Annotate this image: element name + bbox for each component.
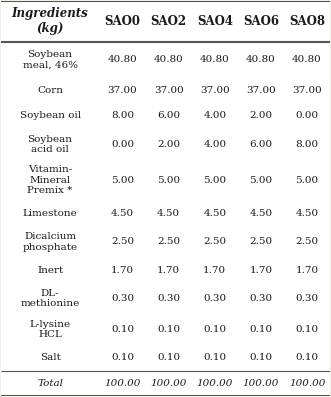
Text: 0.10: 0.10 bbox=[249, 353, 272, 362]
Text: 5.00: 5.00 bbox=[111, 176, 134, 185]
Text: SAO6: SAO6 bbox=[243, 15, 279, 28]
Text: 5.00: 5.00 bbox=[296, 176, 318, 185]
Text: SAO4: SAO4 bbox=[197, 15, 233, 28]
Text: 0.10: 0.10 bbox=[296, 353, 318, 362]
Text: 0.10: 0.10 bbox=[111, 325, 134, 334]
Text: 8.00: 8.00 bbox=[296, 140, 318, 149]
Text: 0.10: 0.10 bbox=[157, 353, 180, 362]
Text: 0.00: 0.00 bbox=[296, 112, 318, 120]
Text: Dicalcium
phosphate: Dicalcium phosphate bbox=[23, 232, 78, 252]
Text: 0.00: 0.00 bbox=[111, 140, 134, 149]
Text: Salt: Salt bbox=[40, 353, 61, 362]
Text: 100.00: 100.00 bbox=[104, 379, 141, 388]
Text: 40.80: 40.80 bbox=[246, 55, 276, 64]
Text: 40.80: 40.80 bbox=[154, 55, 184, 64]
Text: 4.50: 4.50 bbox=[111, 209, 134, 218]
Text: 0.30: 0.30 bbox=[111, 294, 134, 303]
Text: Soybean
acid oil: Soybean acid oil bbox=[27, 135, 72, 154]
Text: 2.50: 2.50 bbox=[249, 237, 272, 247]
Text: DL-
methionine: DL- methionine bbox=[21, 289, 80, 308]
Text: 1.70: 1.70 bbox=[111, 266, 134, 275]
Text: 2.50: 2.50 bbox=[157, 237, 180, 247]
Text: 1.70: 1.70 bbox=[203, 266, 226, 275]
Text: 6.00: 6.00 bbox=[157, 112, 180, 120]
Text: Ingredients
(kg): Ingredients (kg) bbox=[12, 7, 88, 35]
Text: 2.50: 2.50 bbox=[296, 237, 318, 247]
Text: 5.00: 5.00 bbox=[157, 176, 180, 185]
Text: 0.30: 0.30 bbox=[203, 294, 226, 303]
Text: 37.00: 37.00 bbox=[292, 86, 322, 95]
Text: 0.30: 0.30 bbox=[157, 294, 180, 303]
Text: 0.10: 0.10 bbox=[249, 325, 272, 334]
Text: SAO2: SAO2 bbox=[151, 15, 187, 28]
Text: 0.10: 0.10 bbox=[203, 353, 226, 362]
Text: Corn: Corn bbox=[37, 86, 63, 95]
Text: SAO8: SAO8 bbox=[289, 15, 325, 28]
Text: 100.00: 100.00 bbox=[197, 379, 233, 388]
Text: 2.50: 2.50 bbox=[111, 237, 134, 247]
Text: 4.50: 4.50 bbox=[249, 209, 272, 218]
Text: 1.70: 1.70 bbox=[296, 266, 318, 275]
Text: 5.00: 5.00 bbox=[249, 176, 272, 185]
Text: Total: Total bbox=[37, 379, 63, 388]
Text: 100.00: 100.00 bbox=[289, 379, 325, 388]
Text: 4.00: 4.00 bbox=[203, 140, 226, 149]
Text: 4.50: 4.50 bbox=[296, 209, 318, 218]
Text: 37.00: 37.00 bbox=[108, 86, 137, 95]
Text: 40.80: 40.80 bbox=[292, 55, 322, 64]
Text: 4.00: 4.00 bbox=[203, 112, 226, 120]
Text: 0.10: 0.10 bbox=[111, 353, 134, 362]
Text: 0.10: 0.10 bbox=[157, 325, 180, 334]
Text: 40.80: 40.80 bbox=[108, 55, 137, 64]
Text: 1.70: 1.70 bbox=[157, 266, 180, 275]
Text: Vitamin-
Mineral
Premix *: Vitamin- Mineral Premix * bbox=[27, 166, 73, 195]
Text: 6.00: 6.00 bbox=[249, 140, 272, 149]
Text: 5.00: 5.00 bbox=[203, 176, 226, 185]
Text: 0.10: 0.10 bbox=[296, 325, 318, 334]
Text: 37.00: 37.00 bbox=[200, 86, 230, 95]
Text: 8.00: 8.00 bbox=[111, 112, 134, 120]
Text: L-lysine
HCL: L-lysine HCL bbox=[29, 320, 71, 339]
Text: 100.00: 100.00 bbox=[243, 379, 279, 388]
Text: Limestone: Limestone bbox=[23, 209, 77, 218]
Text: 1.70: 1.70 bbox=[249, 266, 272, 275]
Text: 2.00: 2.00 bbox=[157, 140, 180, 149]
Text: SAO0: SAO0 bbox=[105, 15, 141, 28]
Text: Soybean oil: Soybean oil bbox=[20, 112, 81, 120]
Text: 100.00: 100.00 bbox=[151, 379, 187, 388]
Text: Inert: Inert bbox=[37, 266, 63, 275]
Text: 0.30: 0.30 bbox=[249, 294, 272, 303]
Text: 2.00: 2.00 bbox=[249, 112, 272, 120]
Text: Soybean
meal, 46%: Soybean meal, 46% bbox=[23, 50, 77, 69]
Text: 4.50: 4.50 bbox=[157, 209, 180, 218]
Text: 4.50: 4.50 bbox=[203, 209, 226, 218]
Text: 37.00: 37.00 bbox=[246, 86, 276, 95]
Text: 2.50: 2.50 bbox=[203, 237, 226, 247]
Text: 37.00: 37.00 bbox=[154, 86, 184, 95]
Text: 40.80: 40.80 bbox=[200, 55, 230, 64]
Text: 0.10: 0.10 bbox=[203, 325, 226, 334]
Text: 0.30: 0.30 bbox=[296, 294, 318, 303]
